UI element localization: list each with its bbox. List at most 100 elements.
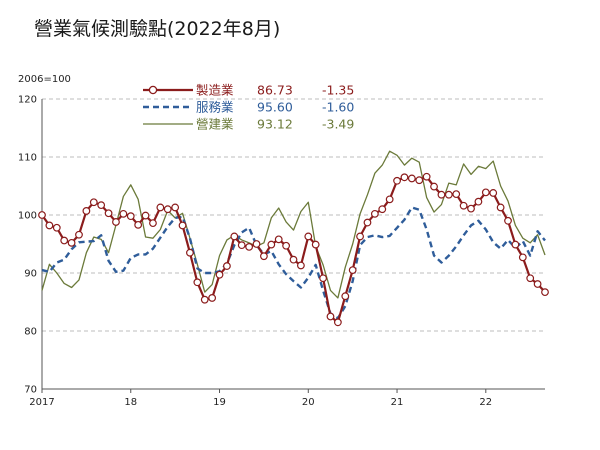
data-point: [452, 190, 461, 199]
page-title: 營業氣候測驗點(2022年8月): [34, 18, 281, 40]
data-point: [481, 188, 490, 197]
data-point: [60, 236, 69, 245]
x-tick-label: 19: [213, 397, 226, 408]
x-tick-label: 18: [124, 397, 137, 408]
data-point: [200, 295, 209, 304]
data-point: [407, 174, 416, 183]
legend-item: 服務業 95.60 -1.60: [143, 100, 354, 115]
series-line: [41, 206, 546, 320]
x-tick-label: 2017: [29, 397, 54, 408]
y-tick-label: 80: [24, 327, 37, 338]
data-point: [341, 292, 350, 301]
data-point: [75, 230, 83, 239]
data-point: [333, 318, 342, 327]
data-point: [97, 201, 106, 210]
legend-latest: 86.73: [257, 83, 293, 98]
data-point: [356, 232, 364, 241]
data-point: [526, 274, 535, 283]
y-tick-label: 90: [24, 269, 37, 280]
data-point: [178, 221, 187, 230]
data-point: [186, 248, 194, 257]
legend-item: 製造業 86.73 -1.35: [143, 83, 354, 98]
data-point: [282, 241, 291, 250]
data-point: [215, 270, 224, 279]
data-point: [437, 190, 446, 199]
data-point: [126, 212, 135, 221]
x-tick-label: 21: [391, 397, 404, 408]
data-point: [260, 252, 268, 261]
series-line: [41, 150, 546, 299]
data-point: [45, 221, 54, 230]
data-point: [422, 172, 431, 181]
chart-legend: 製造業 86.73 -1.35 服務業 95.60 -1.60 營建業 93.12 -3.49: [143, 83, 354, 132]
data-point: [370, 209, 379, 218]
unit-label: 2006=100: [18, 74, 71, 85]
legend-latest: 95.60: [257, 100, 293, 115]
data-point: [112, 218, 120, 226]
data-point: [311, 240, 320, 249]
data-point: [444, 190, 453, 199]
data-point: [223, 262, 231, 270]
chart-axes: [41, 99, 545, 390]
legend-name: 營建業: [196, 117, 234, 132]
chart-series: [38, 150, 549, 327]
data-point: [230, 232, 239, 241]
data-point: [511, 240, 520, 249]
legend-change: -1.60: [322, 100, 354, 115]
data-point: [415, 176, 424, 185]
data-point: [237, 241, 246, 250]
data-point: [326, 312, 335, 321]
data-point: [430, 182, 438, 191]
x-tick-label: 22: [479, 397, 492, 408]
legend-change: -1.35: [322, 83, 354, 98]
data-point: [267, 240, 276, 249]
data-point: [274, 235, 283, 244]
y-tick-label: 120: [18, 95, 37, 106]
series-服務業: [41, 206, 546, 320]
data-point: [541, 288, 549, 297]
legend-name: 服務業: [196, 100, 234, 115]
y-tick-label: 100: [18, 211, 37, 222]
data-point: [296, 261, 305, 270]
data-point: [393, 176, 401, 185]
data-point: [52, 223, 61, 232]
data-point: [104, 209, 113, 218]
x-axis-ticks: 2017 18 19 20 21 22: [29, 389, 492, 408]
data-point: [245, 242, 254, 251]
data-point: [319, 274, 327, 283]
data-point: [119, 209, 128, 218]
y-tick-label: 70: [24, 385, 37, 396]
data-point: [163, 205, 172, 214]
chart-gridlines: [42, 98, 545, 332]
data-point: [496, 203, 505, 212]
data-point: [385, 195, 394, 204]
data-point: [533, 280, 542, 288]
data-point: [467, 204, 475, 213]
data-point: [378, 205, 387, 214]
series-製造業: [38, 172, 549, 327]
data-point: [38, 211, 46, 219]
data-point: [474, 197, 483, 206]
legend-latest: 93.12: [257, 117, 293, 132]
data-point: [193, 278, 202, 287]
data-point: [149, 219, 157, 228]
data-point: [459, 201, 468, 210]
legend-name: 製造業: [196, 83, 234, 98]
data-point: [156, 203, 165, 212]
data-point: [504, 216, 512, 225]
data-point: [208, 294, 217, 302]
series-line: [41, 175, 546, 324]
data-point: [348, 266, 357, 275]
y-axis-ticks: 70 80 90 100 110 120: [18, 95, 37, 396]
data-point: [400, 173, 409, 182]
x-tick-label: 20: [302, 397, 315, 408]
data-point: [304, 232, 313, 241]
legend-change: -3.49: [322, 117, 354, 132]
legend-marker: [148, 85, 158, 95]
data-point: [252, 240, 261, 248]
data-point: [67, 238, 76, 247]
data-point: [289, 255, 298, 264]
data-point: [141, 211, 150, 220]
y-tick-label: 110: [18, 153, 37, 164]
